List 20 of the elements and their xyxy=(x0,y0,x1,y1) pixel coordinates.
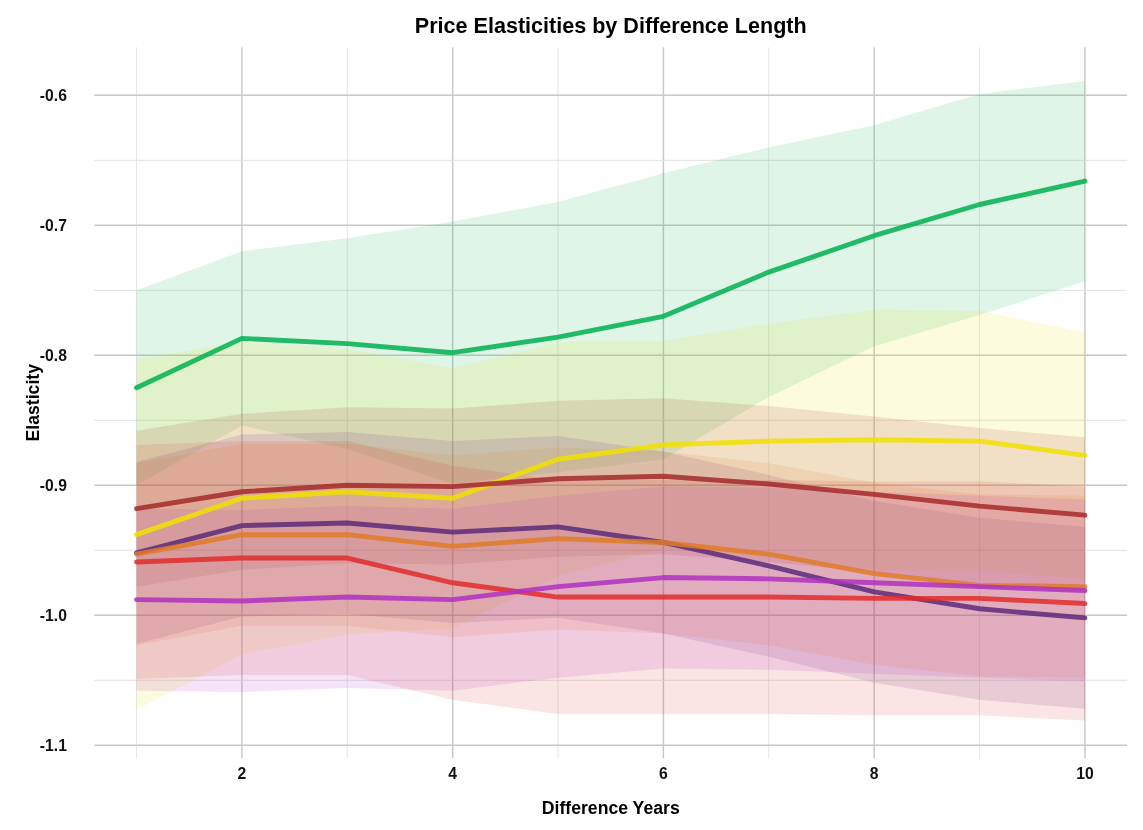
line-series xyxy=(134,555,1088,607)
y-tick-label: -0.7 xyxy=(39,217,68,235)
y-tick-label: -1.0 xyxy=(39,607,68,625)
line-series xyxy=(134,532,1088,590)
y-tick-label: -0.6 xyxy=(39,87,68,105)
line-series xyxy=(134,575,1088,604)
line-series xyxy=(134,473,1088,518)
x-axis-title: Difference Years xyxy=(541,798,680,819)
x-tick-label: 10 xyxy=(1076,764,1094,782)
line-series xyxy=(134,178,1088,391)
line-series xyxy=(134,437,1088,538)
x-tick-label: 6 xyxy=(659,764,669,782)
y-tick-label: -0.9 xyxy=(39,477,68,495)
x-tick-label: 2 xyxy=(237,764,247,782)
x-tick-label: 4 xyxy=(448,764,458,782)
chart-title: Price Elasticities by Difference Length xyxy=(414,12,807,38)
y-tick-label: -1.1 xyxy=(39,737,68,755)
x-tick-label: 8 xyxy=(869,764,879,782)
y-axis-title: Elasticity xyxy=(23,363,44,442)
y-tick-label: -0.8 xyxy=(39,347,68,365)
